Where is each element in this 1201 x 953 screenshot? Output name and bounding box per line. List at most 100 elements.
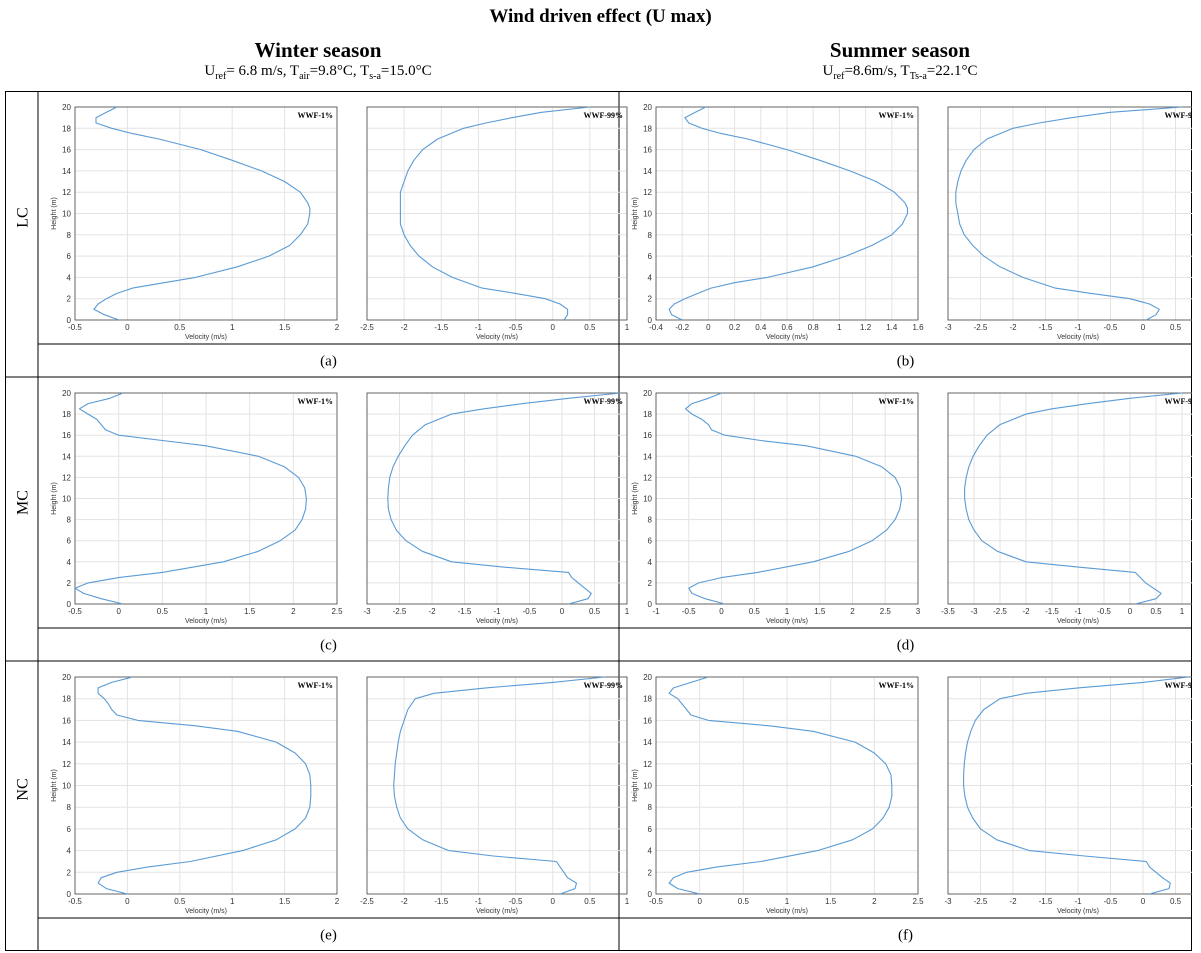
- series-line: [684, 392, 903, 605]
- conditions-winter: Uref= 6.8 m/s, Tair=9.8°C, Ts-a=15.0°C: [204, 63, 432, 82]
- x-axis-label: Velocity (m/s): [766, 908, 808, 915]
- x-tick-label: -3: [944, 323, 952, 332]
- x-tick-label: 0.5: [584, 897, 596, 906]
- y-tick-label: 6: [67, 825, 72, 834]
- panel-caption: (c): [320, 638, 337, 654]
- y-axis-label: Height (m): [51, 197, 58, 230]
- x-tick-label: -0.5: [68, 607, 82, 616]
- y-tick-label: 20: [643, 673, 652, 682]
- x-tick-label: -2.5: [974, 897, 988, 906]
- y-tick-label: 14: [643, 452, 652, 461]
- axes-box: [655, 106, 919, 321]
- x-tick-label: -0.5: [1104, 897, 1118, 906]
- series-label: WWF-99%: [583, 397, 623, 406]
- x-tick-label: 0.5: [174, 323, 186, 332]
- x-tick-label: 0: [116, 607, 121, 616]
- x-tick-label: 0.5: [589, 607, 601, 616]
- y-tick-label: 0: [648, 890, 653, 899]
- x-axis-label: Velocity (m/s): [766, 618, 808, 625]
- y-tick-label: 8: [648, 231, 653, 240]
- x-axis-label: Velocity (m/s): [185, 618, 227, 625]
- y-tick-label: 14: [62, 452, 71, 461]
- x-tick-label: -2: [1009, 323, 1017, 332]
- x-tick-label: 2.5: [331, 607, 343, 616]
- y-tick-label: 2: [648, 295, 653, 304]
- x-tick-label: 0.5: [749, 607, 761, 616]
- x-tick-label: 1: [837, 323, 842, 332]
- x-tick-label: 0.5: [738, 897, 750, 906]
- x-tick-label: -2: [1009, 897, 1017, 906]
- panel-caption: (f): [898, 928, 913, 944]
- y-tick-label: 8: [67, 516, 72, 525]
- x-tick-label: 0.5: [584, 323, 596, 332]
- x-tick-label: 0.8: [808, 323, 820, 332]
- y-axis-label: Height (m): [632, 769, 639, 802]
- x-axis-label: Velocity (m/s): [476, 334, 518, 341]
- y-tick-label: 20: [643, 103, 652, 112]
- axes-box: [947, 676, 1192, 895]
- panel-captions: (a) (b) (c) (d) (e) (f): [320, 354, 914, 944]
- y-tick-label: 18: [643, 124, 652, 133]
- x-tick-label: 2: [335, 323, 340, 332]
- x-tick-label: 2.5: [880, 607, 892, 616]
- x-tick-label: -3: [363, 607, 371, 616]
- y-tick-label: 6: [67, 537, 72, 546]
- y-tick-label: 20: [62, 673, 71, 682]
- x-tick-label: -3: [944, 897, 952, 906]
- y-tick-label: 18: [62, 124, 71, 133]
- x-tick-label: 0: [560, 607, 565, 616]
- y-axis-label: Height (m): [632, 482, 639, 515]
- series-line: [74, 392, 307, 605]
- series-label: WWF-99%: [583, 111, 623, 120]
- series-label: WWF-1%: [878, 397, 914, 406]
- y-tick-label: 2: [648, 868, 653, 877]
- x-tick-label: -1.5: [1039, 323, 1053, 332]
- y-axis-label: Height (m): [632, 197, 639, 230]
- series-line: [964, 392, 1183, 605]
- x-tick-label: 0.2: [729, 323, 741, 332]
- axes-box: [655, 676, 919, 895]
- x-tick-label: 1.5: [814, 607, 826, 616]
- axes-box: [947, 392, 1192, 605]
- x-axis-label: Velocity (m/s): [766, 334, 808, 341]
- x-tick-label: 1.4: [886, 323, 898, 332]
- x-tick-label: -0.2: [675, 323, 689, 332]
- x-tick-label: -2.5: [360, 323, 374, 332]
- y-tick-label: 4: [67, 847, 72, 856]
- x-tick-label: 0: [1141, 323, 1146, 332]
- x-axis-label: Velocity (m/s): [185, 908, 227, 915]
- y-tick-label: 20: [62, 103, 71, 112]
- x-tick-label: 1: [230, 897, 235, 906]
- y-tick-label: 4: [67, 273, 72, 282]
- x-tick-label: -0.5: [509, 897, 523, 906]
- x-tick-label: 1.5: [825, 897, 837, 906]
- y-tick-label: 14: [62, 167, 71, 176]
- series-label: WWF-1%: [297, 397, 333, 406]
- x-tick-label: -1: [652, 607, 660, 616]
- x-tick-label: -3.5: [941, 607, 955, 616]
- x-tick-label: -0.5: [523, 607, 537, 616]
- y-tick-label: 6: [648, 537, 653, 546]
- x-tick-label: 1: [204, 607, 209, 616]
- y-tick-label: 12: [643, 473, 652, 482]
- y-tick-label: 6: [648, 825, 653, 834]
- x-tick-label: 1.5: [279, 897, 291, 906]
- x-tick-label: 2: [335, 897, 340, 906]
- y-tick-label: 20: [62, 389, 71, 398]
- y-tick-label: 6: [648, 252, 653, 261]
- x-tick-label: -0.5: [649, 897, 663, 906]
- x-tick-label: 0.4: [755, 323, 767, 332]
- axes-box: [655, 392, 919, 605]
- x-tick-label: 1.5: [279, 323, 291, 332]
- y-tick-label: 18: [643, 410, 652, 419]
- y-tick-label: 2: [67, 579, 72, 588]
- x-axis-label: Velocity (m/s): [1057, 334, 1099, 341]
- x-tick-label: -2.5: [993, 607, 1007, 616]
- x-tick-label: 0: [1141, 897, 1146, 906]
- y-tick-label: 8: [648, 516, 653, 525]
- x-tick-label: 1: [230, 323, 235, 332]
- x-tick-label: -2: [401, 897, 409, 906]
